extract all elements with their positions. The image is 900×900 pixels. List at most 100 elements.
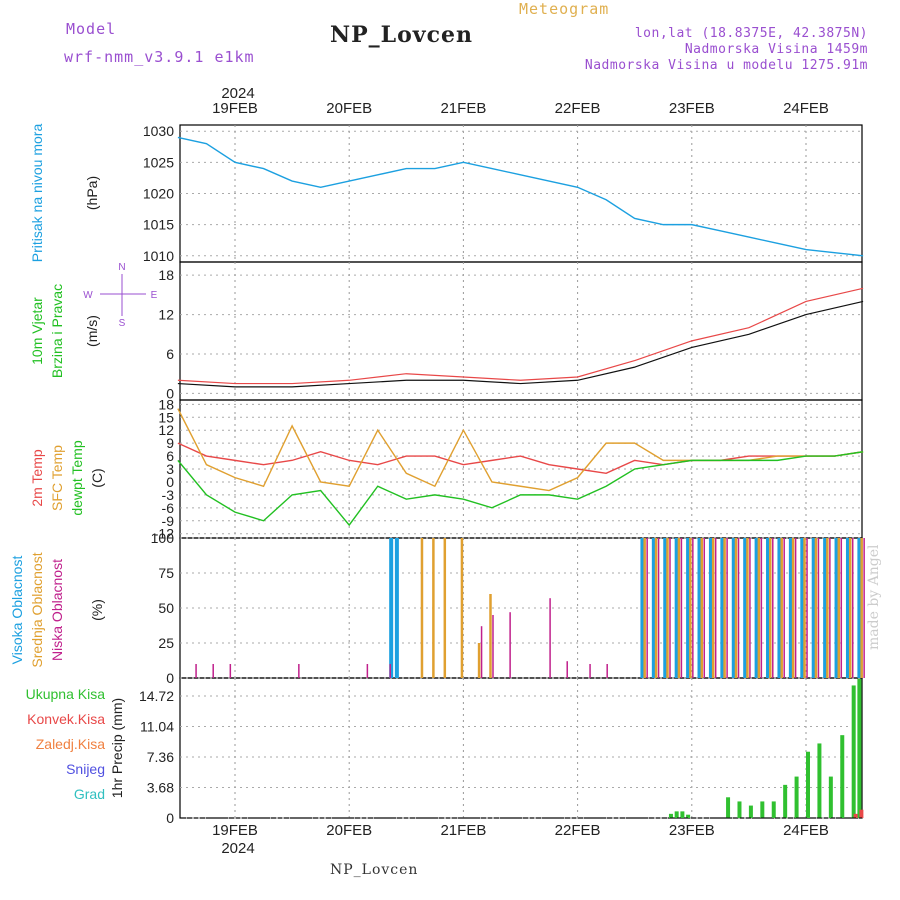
meteogram-label: Meteogram	[519, 0, 610, 18]
cloud-bar	[212, 664, 214, 678]
cloud-bar	[389, 538, 394, 678]
cloud-bar	[366, 664, 369, 678]
ytick-label: -9	[162, 513, 175, 529]
cloud-bar	[549, 598, 551, 678]
cloud-bar	[663, 538, 668, 678]
ytick-label: 18	[158, 267, 174, 283]
precip-legend-1: Konvek.Kisa	[27, 711, 105, 727]
year-label-top: 2024	[221, 85, 254, 102]
station-title: NP_Lovcen	[330, 22, 473, 48]
cloud-bar	[669, 538, 671, 678]
cloud-bar	[734, 538, 738, 678]
ytick-label: 0	[166, 670, 174, 686]
elevation-label: Nadmorska Visina 1459m	[684, 42, 868, 57]
sfctemp-label: SFC Temp	[49, 445, 65, 511]
panel-frame-precip	[179, 677, 863, 819]
cloud-bar	[857, 538, 862, 678]
precip-bar	[674, 811, 679, 818]
cloud-bar	[723, 538, 726, 678]
cloud-bar	[646, 538, 648, 678]
day-label-bottom: 21FEB	[440, 822, 486, 839]
cloud-bar	[837, 538, 841, 678]
cloud-bar	[794, 538, 797, 678]
high-cloud-label: Visoka Oblacnost	[9, 556, 25, 665]
ytick-label: 14.72	[139, 688, 174, 704]
cloud-bar	[788, 538, 793, 678]
cloud-bar	[651, 538, 656, 678]
precip-legend-0: Ukupna Kisa	[26, 686, 106, 702]
cloud-bar	[720, 538, 725, 678]
precip-bar	[668, 813, 673, 818]
cloud-bar	[680, 538, 683, 678]
wind-label-2: Brzina i Pravac	[49, 284, 65, 378]
cloud-bar	[834, 538, 839, 678]
cloud-bar	[803, 538, 806, 678]
precip-unit-label: 1hr Precip (mm)	[109, 698, 125, 798]
cloud-bar	[195, 664, 197, 678]
cloud-bar	[845, 538, 850, 678]
cloud-bar	[814, 538, 818, 678]
cloud-bar	[674, 538, 679, 678]
cloud-bar	[737, 538, 740, 678]
cloud-bar	[823, 538, 828, 678]
cloud-bar	[826, 538, 829, 678]
ytick-label: 0	[166, 810, 174, 826]
precip-legend-3: Snijeg	[66, 761, 105, 777]
cloud-bar	[460, 538, 464, 678]
day-label-bottom: 20FEB	[326, 822, 372, 839]
precip-bar	[783, 784, 788, 818]
ytick-label: 12	[158, 307, 174, 323]
day-label-bottom: 24FEB	[783, 822, 829, 839]
cloud-bar	[443, 538, 447, 678]
compass-n: N	[118, 262, 125, 273]
day-label-bottom: 23FEB	[669, 822, 715, 839]
cloud-bar	[686, 538, 691, 678]
cloud-bar	[760, 538, 763, 678]
ytick-label: 7.36	[147, 749, 174, 765]
footer-station: NP_Lovcen	[330, 862, 419, 878]
temp-unit-label: (C)	[89, 468, 105, 487]
cloud-bar	[394, 538, 399, 678]
lonlat-label: lon,lat (18.8375E, 42.3875N)	[634, 26, 868, 41]
model-label: Model	[66, 20, 117, 38]
cloud-bar	[689, 538, 692, 678]
cloud-bar	[711, 538, 715, 678]
ytick-label: -3	[162, 487, 175, 503]
cloud-bar	[492, 615, 494, 678]
day-label-bottom: 22FEB	[555, 822, 601, 839]
ytick-label: 1010	[143, 248, 174, 264]
precip-bar	[851, 685, 856, 818]
cloud-bar	[700, 538, 704, 678]
cloud-bar	[863, 538, 865, 678]
pressure-line	[177, 136, 864, 257]
cloud-bar	[772, 538, 774, 678]
ytick-label: 15	[158, 409, 174, 425]
cloud-bar	[229, 664, 232, 678]
cloud-bar	[800, 538, 805, 678]
precip-bar	[760, 801, 765, 818]
cloud-bar	[749, 538, 751, 678]
ytick-label: 6	[166, 346, 174, 362]
precip-bar	[840, 735, 845, 818]
wind-speed-line	[177, 287, 864, 385]
model-elevation-label: Nadmorska Visina u modelu 1275.91m	[584, 58, 868, 73]
precip-bar	[853, 813, 858, 818]
cloud-bar	[851, 538, 854, 678]
pressure-label: Pritisak na nivou mora	[29, 124, 45, 263]
cloud-bar	[389, 664, 391, 678]
cloud-bar	[666, 538, 669, 678]
temp2m-label: 2m Temp	[29, 449, 45, 507]
cloud-bar	[298, 664, 300, 678]
day-label-top: 24FEB	[783, 100, 829, 117]
cloud-bar	[677, 538, 681, 678]
precip-legend-4: Grad	[74, 786, 105, 802]
cloud-bar	[726, 538, 728, 678]
precip-bar	[817, 743, 822, 818]
day-label-top: 21FEB	[440, 100, 486, 117]
precip-bar	[737, 801, 742, 818]
low-cloud-label: Niska Oblacnost	[49, 559, 65, 661]
cloud-bar	[743, 538, 748, 678]
ytick-label: 9	[166, 435, 174, 451]
temp-line-1	[177, 408, 864, 492]
dewpt-label: dewpt Temp	[69, 440, 85, 515]
